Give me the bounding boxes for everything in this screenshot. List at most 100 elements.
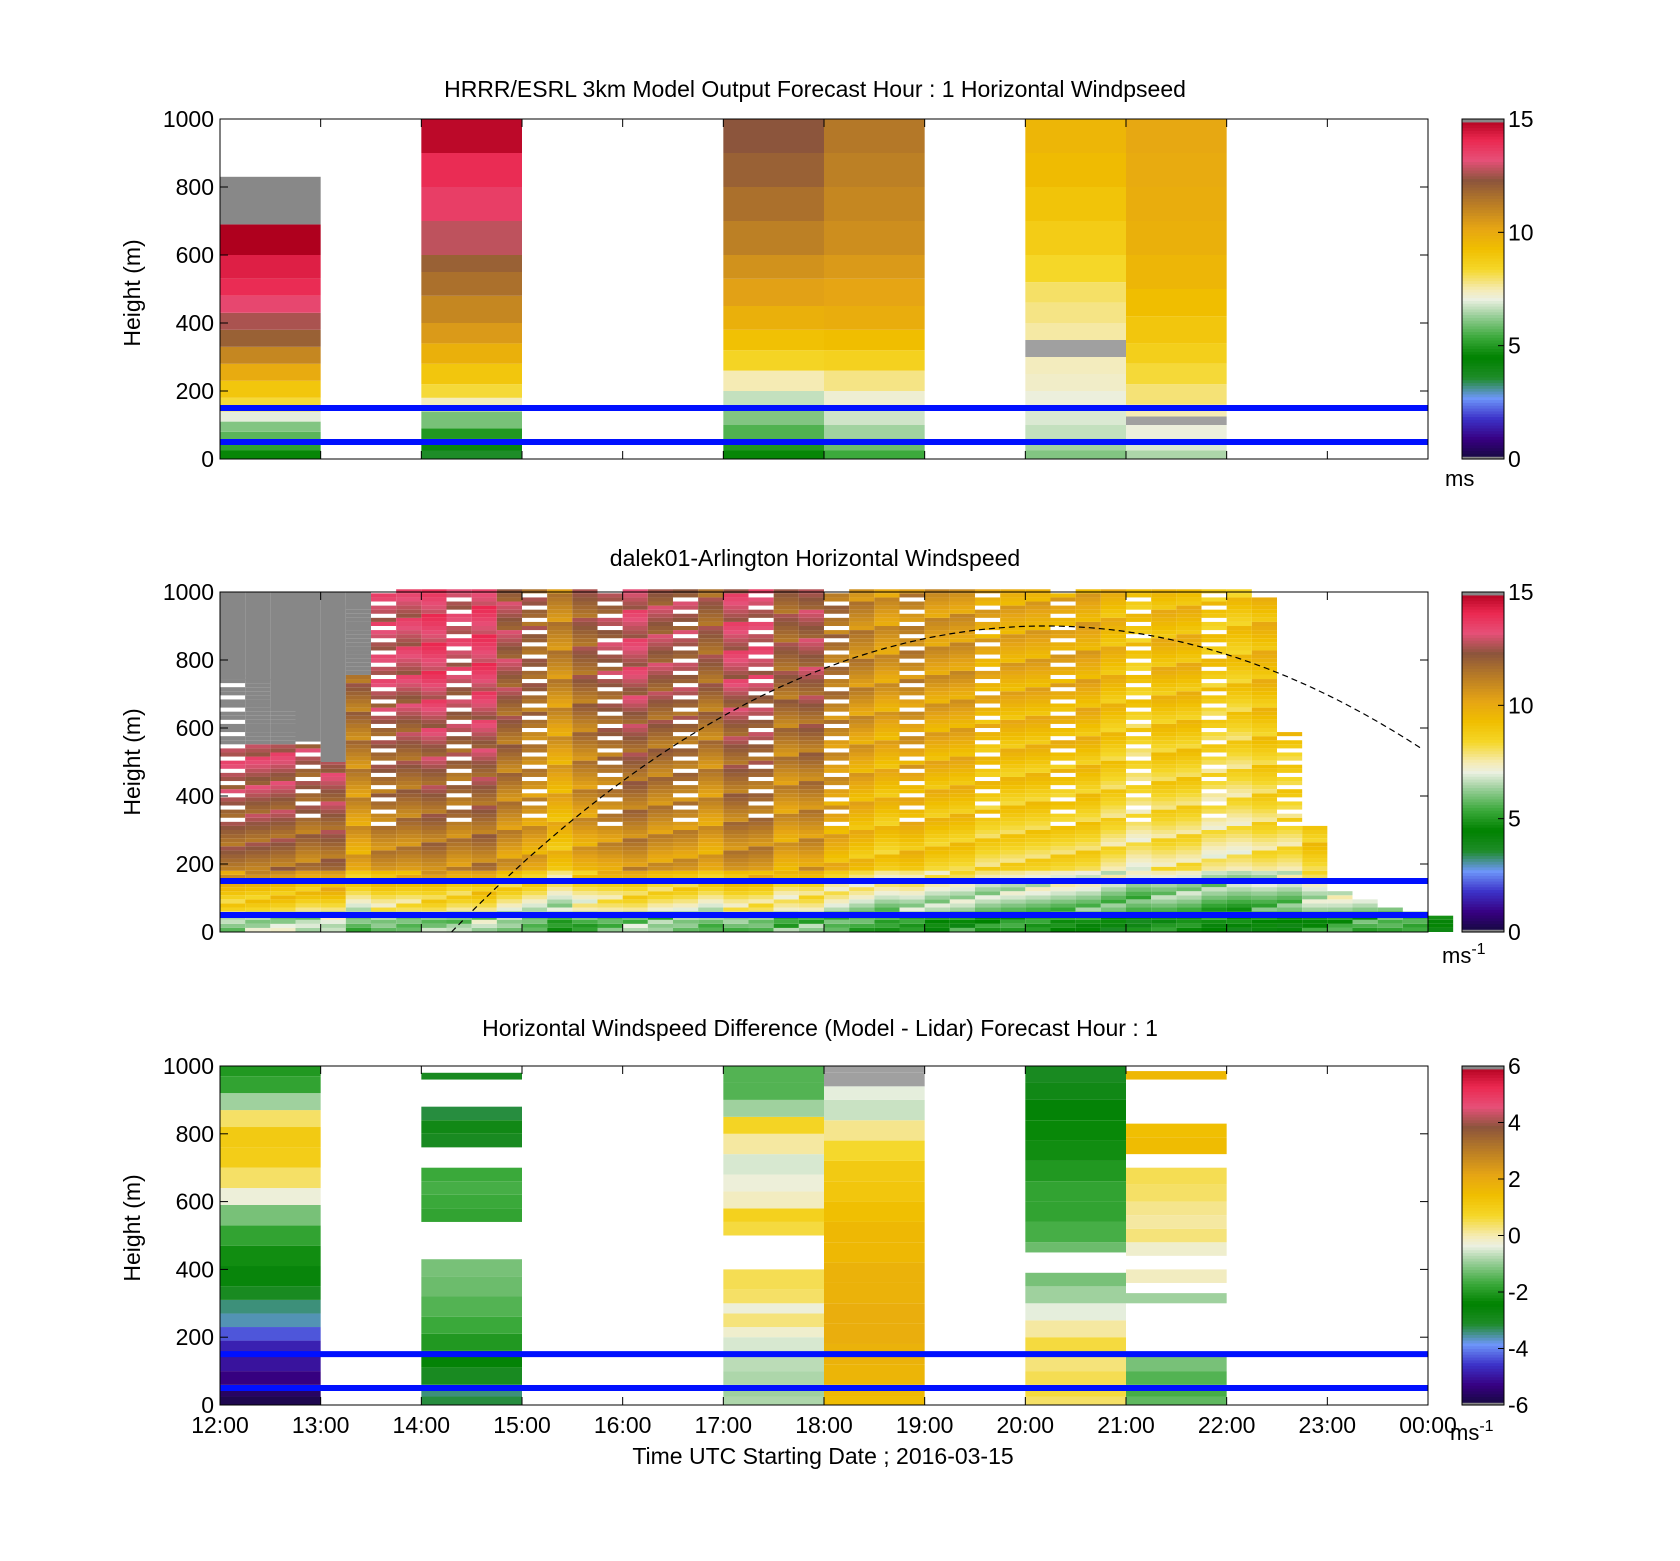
heat-cell (748, 895, 774, 900)
heat-cell (572, 801, 598, 806)
colorbar-segment (1462, 269, 1504, 273)
heat-cell (1075, 662, 1101, 667)
heat-cell (1075, 923, 1101, 928)
heat-cell (1226, 919, 1252, 924)
heat-cell (220, 1340, 321, 1355)
heat-cell (396, 923, 422, 928)
heat-cell (1000, 891, 1026, 896)
heat-cell (1100, 927, 1126, 932)
colorbar-segment (1462, 1145, 1504, 1149)
heat-cell (874, 650, 900, 655)
heat-cell (798, 809, 824, 814)
heat-cell (1302, 854, 1328, 859)
heat-cell (522, 842, 548, 847)
heat-cell (1251, 768, 1277, 773)
x-tick-labels: 12:00 13:00 14:00 15:00 16:00 17:00 18:00 19:00… (191, 1412, 1457, 1438)
heat-cell (1100, 883, 1126, 888)
heat-cell (270, 785, 296, 790)
heat-cell (798, 609, 824, 614)
heat-cell (1201, 907, 1227, 912)
heat-cell (975, 597, 1001, 602)
heat-cell (1000, 711, 1026, 716)
colorbar-segment (1462, 600, 1504, 604)
colorbar-segment (1462, 1122, 1504, 1126)
heat-cell (1201, 695, 1227, 700)
colorbar-segment (1462, 1345, 1504, 1350)
heat-cell (220, 255, 321, 279)
heat-cell (295, 907, 321, 912)
heat-cell (824, 899, 850, 904)
heat-cell (1176, 862, 1202, 867)
heat-cell (245, 919, 271, 924)
heat-cell (220, 760, 246, 765)
heat-cell (824, 850, 850, 855)
heat-cell (849, 626, 875, 631)
heat-cell (798, 630, 824, 635)
colorbar-segment (1462, 195, 1504, 199)
heat-cell (220, 809, 246, 814)
heat-cell (1025, 752, 1051, 757)
heat-cell (220, 442, 321, 451)
heat-cell (1075, 776, 1101, 782)
heat-cell (874, 781, 900, 786)
heat-cell (673, 813, 699, 818)
heat-cell (1025, 772, 1051, 777)
colorbar-segment (1462, 864, 1504, 868)
heat-cell (597, 919, 623, 924)
heat-cell (975, 834, 1001, 839)
heat-cell (1100, 679, 1126, 684)
heat-cell (698, 621, 724, 626)
x-tick-label: 14:00 (393, 1412, 451, 1438)
heat-cell (1000, 744, 1026, 749)
heat-cell (899, 858, 925, 863)
heat-cell (471, 854, 497, 859)
heat-cell (1251, 830, 1277, 835)
heat-cell (572, 752, 598, 757)
heat-cell (421, 646, 447, 651)
heat-cell (220, 895, 246, 900)
heat-cell (773, 760, 799, 765)
heat-cell (396, 593, 422, 598)
heat-cell (1226, 866, 1252, 871)
heat-cell (874, 630, 900, 635)
colorbar-segment (1462, 753, 1504, 757)
data-column (572, 589, 598, 932)
colorbar-segment (1462, 881, 1504, 885)
heat-cell (446, 927, 472, 932)
colorbar-segment (1462, 643, 1504, 647)
heat-cell (899, 830, 925, 835)
heat-cell (1025, 1082, 1126, 1100)
heat-cell (824, 805, 850, 810)
heat-cell (647, 707, 673, 712)
heat-cell (421, 838, 447, 843)
heat-cell (1025, 666, 1051, 671)
colorbar-segment (1462, 308, 1504, 313)
heat-cell (673, 785, 699, 790)
heat-cell (975, 683, 1001, 688)
heat-cell (723, 1289, 824, 1304)
heat-cell (396, 736, 422, 741)
heat-cell (899, 797, 925, 802)
heat-cell (723, 621, 749, 626)
heat-cell (949, 793, 975, 798)
heat-cell (1201, 821, 1227, 826)
heat-cell (547, 785, 573, 790)
heat-cell (446, 748, 472, 753)
heat-cell (496, 903, 522, 908)
heat-cell (446, 601, 472, 606)
heat-cell (1201, 658, 1227, 663)
heat-cell (421, 740, 447, 745)
colorbar-segment (1462, 923, 1504, 927)
heat-cell (1277, 858, 1303, 863)
heat-cell (1075, 887, 1101, 892)
heat-cell (1025, 687, 1051, 692)
heat-cell (698, 842, 724, 847)
heat-cell (345, 907, 371, 912)
heat-cell (798, 699, 824, 704)
heat-cell (1176, 740, 1202, 745)
heat-cell (622, 834, 648, 839)
colorbar-segment (1462, 730, 1504, 735)
heat-cell (798, 732, 824, 737)
heat-cell (320, 846, 346, 851)
heat-cell (1050, 732, 1076, 737)
